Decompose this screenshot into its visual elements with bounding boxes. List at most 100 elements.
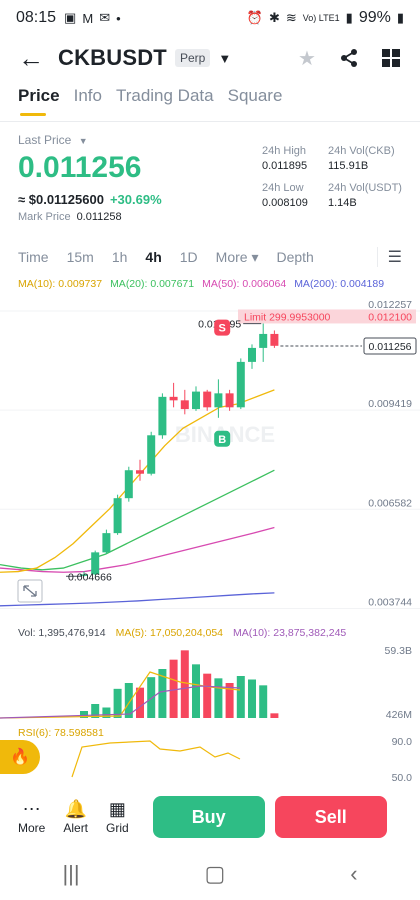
rsi-axis-top: 90.0 xyxy=(392,737,413,748)
pair-title[interactable]: CKBUSDT xyxy=(58,45,167,70)
mark-price-label: Mark Price xyxy=(18,211,71,223)
volume-bar xyxy=(136,687,144,718)
usd-price-line: ≈ $0.01125600 +30.69% xyxy=(18,192,162,207)
header: ← CKBUSDT Perp ▼ ★ xyxy=(0,38,420,78)
volume-bar xyxy=(192,664,200,718)
candle-body xyxy=(113,498,122,534)
candle-body xyxy=(192,391,200,410)
candle-body xyxy=(124,470,133,499)
grid-chart-icon: ▦ xyxy=(108,799,126,819)
rsi-chart: 90.0 50.0 xyxy=(71,737,413,781)
status-bar: 08:15 ▣ M ✉ • ⏰ ✱ ≋ Vo) LTE1 ▮ 99% ▮ xyxy=(0,0,420,36)
last-price-label: Last Price xyxy=(18,133,72,147)
tab-trading-data[interactable]: Trading Data xyxy=(115,86,214,105)
sell-button[interactable]: Sell xyxy=(274,796,387,838)
y-axis-label: 0.012257 xyxy=(368,299,412,311)
share-icon[interactable] xyxy=(338,47,360,69)
volume-bar xyxy=(158,669,167,718)
caret-down-icon: ▼ xyxy=(78,136,88,146)
volume-bar xyxy=(259,685,268,718)
ma200-line xyxy=(0,592,275,607)
candle-body xyxy=(259,333,268,348)
fullscreen-arrow xyxy=(23,585,37,597)
volume-bar xyxy=(147,677,156,718)
grid-button[interactable]: ▦ Grid xyxy=(106,799,129,835)
chart-settings-icon[interactable]: ☰ xyxy=(376,247,402,267)
battery-percent: 99% xyxy=(358,9,391,26)
more-dots-icon: ⋯ xyxy=(22,799,41,819)
candle-body xyxy=(147,435,156,474)
ma50-label: MA(50): 0.006064 xyxy=(202,278,287,290)
last-price-selector[interactable]: Last Price ▼ xyxy=(18,133,88,147)
bottom-bar: ⋯ More 🔔 Alert ▦ Grid Buy Sell xyxy=(0,787,420,847)
tab-price[interactable]: Price xyxy=(18,86,60,116)
current-price-label: 0.011256 xyxy=(368,341,411,353)
mark-price-value: 0.011258 xyxy=(76,211,122,223)
tf-1d[interactable]: 1D xyxy=(179,249,198,265)
buy-button[interactable]: Buy xyxy=(152,796,265,838)
vol-axis-top: 59.3B xyxy=(385,645,412,657)
main-tabs: Price Info Trading Data Square xyxy=(18,86,283,116)
price-change: +30.69% xyxy=(109,192,162,207)
volume-bar xyxy=(124,683,133,718)
alert-button[interactable]: 🔔 Alert xyxy=(63,799,88,835)
vol-ma5: MA(5): 17,050,204,054 xyxy=(115,627,223,639)
ma10-line xyxy=(0,389,275,573)
volume-bar xyxy=(203,673,212,718)
tab-info[interactable]: Info xyxy=(73,86,102,105)
volume-chart: 59.3B 426M xyxy=(0,645,412,721)
candle-body xyxy=(225,393,234,408)
limit-order-bar xyxy=(238,309,416,324)
low-value: 0.008109 xyxy=(262,197,308,209)
bluetooth-icon: ✱ xyxy=(268,10,280,25)
alert-label: Alert xyxy=(63,821,89,835)
tf-more[interactable]: More ▾ xyxy=(215,248,259,265)
back-icon[interactable]: ‹ xyxy=(350,861,358,886)
battery-icon: ▮ xyxy=(396,10,404,25)
recents-icon[interactable]: ||| xyxy=(62,861,80,886)
volume-bar xyxy=(91,704,100,718)
vol-ma10: MA(10): 23,875,382,245 xyxy=(233,627,347,639)
caret-down-icon[interactable]: ▼ xyxy=(218,50,232,66)
y-axis-labels: 0.012257 0.009419 0.006582 0.003744 xyxy=(368,299,412,608)
price-chart-svg[interactable]: BINANCE 0.0122570.0094190.0065820.003744… xyxy=(0,292,420,622)
back-arrow-icon[interactable]: ← xyxy=(18,42,44,73)
stats-grid: 24h High 0.011895 24h Vol(CKB) 115.91B 24h… xyxy=(262,145,418,209)
tf-time[interactable]: Time xyxy=(18,249,49,265)
volume-bar xyxy=(80,711,88,718)
buy-marker-label: B xyxy=(218,434,226,446)
perp-badge: Perp xyxy=(174,49,211,67)
candle-body xyxy=(158,396,167,436)
rsi-axis-bottom: 50.0 xyxy=(392,772,413,781)
message-icon: ✉ xyxy=(99,10,111,25)
price-chart[interactable]: BINANCE 0.0122570.0094190.0065820.003744… xyxy=(0,292,420,622)
vol-ma10-line xyxy=(0,685,241,719)
more-label: More xyxy=(18,821,46,835)
tab-divider xyxy=(0,121,420,122)
alarm-icon: ⏰ xyxy=(246,10,263,25)
tf-4h[interactable]: 4h xyxy=(145,249,162,265)
tf-depth[interactable]: Depth xyxy=(276,249,314,265)
y-axis-label: 0.003744 xyxy=(368,596,412,608)
home-icon[interactable]: ▢ xyxy=(204,861,226,886)
sell-marker xyxy=(214,319,231,336)
ma10-label: MA(10): 0.009737 xyxy=(18,278,103,290)
last-price-value: 0.011256 xyxy=(18,151,142,184)
grid-layout-icon[interactable] xyxy=(380,47,402,69)
star-icon[interactable]: ★ xyxy=(298,47,316,70)
volume-bar xyxy=(102,707,111,718)
image-icon: ▣ xyxy=(64,10,77,25)
candles xyxy=(80,323,279,577)
buy-marker xyxy=(214,430,231,447)
tf-15m[interactable]: 15m xyxy=(66,249,94,265)
fire-icon[interactable]: 🔥 xyxy=(0,740,40,774)
candle-body xyxy=(80,574,88,576)
candle-body xyxy=(169,396,178,401)
tab-square[interactable]: Square xyxy=(227,86,283,105)
more-button[interactable]: ⋯ More xyxy=(18,799,45,835)
tf-1h[interactable]: 1h xyxy=(111,249,128,265)
volume-bar xyxy=(169,659,178,718)
grid-label: Grid xyxy=(106,821,129,835)
candle-body xyxy=(270,333,279,346)
network-label: Vo) LTE1 xyxy=(302,13,340,23)
